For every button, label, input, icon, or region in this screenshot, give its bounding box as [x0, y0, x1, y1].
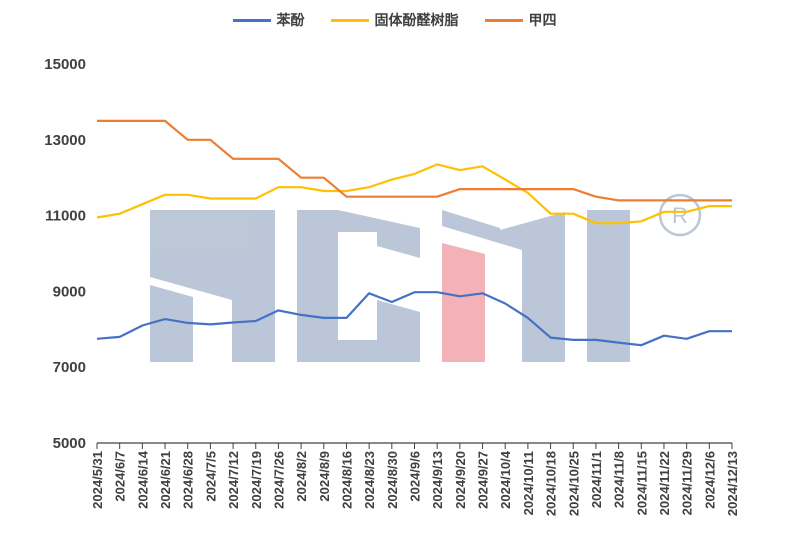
x-tick-label: 2024/8/16: [339, 451, 354, 509]
x-tick-label: 2024/9/6: [408, 451, 423, 502]
x-tick-label: 2024/8/30: [385, 451, 400, 509]
y-tick-label: 5000: [53, 435, 86, 452]
legend: 苯酚 固体酚醛树脂 甲四: [0, 10, 789, 30]
x-tick-label: 2024/11/22: [657, 451, 672, 515]
series-line-resin: [96, 163, 732, 225]
x-tick-label: 2024/6/21: [158, 451, 173, 509]
series-line-mcpa: [97, 119, 732, 202]
x-tick-label: 2024/6/14: [135, 450, 150, 509]
x-tick-label: 2024/6/7: [113, 451, 128, 502]
x-tick-label: 2024/6/28: [181, 451, 196, 509]
x-tick-label: 2024/7/12: [226, 451, 241, 509]
legend-label-mcpa: 甲四: [528, 13, 557, 29]
x-tick-label: 2024/10/4: [498, 450, 513, 509]
x-tick-label: 2024/11/15: [634, 451, 649, 515]
x-axis-ticks: 2024/5/31 2024/6/7 2024/6/14 2024/6/21 2024/…: [90, 443, 740, 516]
series-lines: [96, 119, 732, 347]
x-tick-label: 2024/7/5: [203, 451, 218, 502]
x-tick-label: 2024/8/9: [317, 451, 332, 502]
x-tick-label: 2024/7/26: [271, 451, 286, 509]
x-tick-label: 2024/11/1: [589, 451, 604, 508]
x-tick-label: 2024/12/6: [702, 451, 717, 509]
y-tick-label: 9000: [53, 283, 86, 300]
y-tick-label: 7000: [53, 359, 86, 376]
x-tick-label: 2024/10/25: [566, 451, 581, 516]
x-tick-label: 2024/7/19: [249, 451, 264, 509]
y-tick-label: 13000: [44, 132, 86, 149]
svg-text:R: R: [672, 203, 688, 228]
x-tick-label: 2024/10/11: [521, 451, 536, 515]
legend-swatch-mcpa: [484, 18, 523, 22]
x-tick-label: 2024/11/8: [612, 451, 627, 508]
y-tick-label: 15000: [44, 56, 86, 73]
x-tick-label: 2024/9/20: [453, 451, 468, 509]
legend-label-phenol: 苯酚: [276, 13, 305, 29]
x-tick-label: 2024/8/2: [294, 451, 309, 502]
legend-item-resin: 固体酚醛树脂: [330, 10, 459, 30]
series-line-phenol: [96, 291, 732, 347]
legend-label-resin: 固体酚醛树脂: [374, 13, 459, 29]
x-tick-label: 2024/9/27: [476, 451, 491, 509]
legend-item-mcpa: 甲四: [484, 10, 557, 30]
x-tick-label: 2024/9/13: [430, 451, 445, 509]
x-tick-label: 2024/8/23: [362, 451, 377, 509]
legend-item-phenol: 苯酚: [232, 10, 305, 30]
x-tick-label: 2024/11/29: [680, 451, 695, 515]
y-axis-ticks: 5000 7000 9000 11000 13000 15000: [44, 56, 86, 452]
y-tick-label: 11000: [45, 208, 86, 225]
x-tick-label: 2024/10/18: [544, 451, 559, 516]
x-tick-label: 2024/5/31: [90, 451, 105, 509]
legend-swatch-phenol: [232, 18, 271, 22]
legend-swatch-resin: [330, 18, 369, 22]
x-tick-label: 2024/12/13: [725, 451, 740, 516]
watermark-logo: R: [150, 193, 702, 362]
